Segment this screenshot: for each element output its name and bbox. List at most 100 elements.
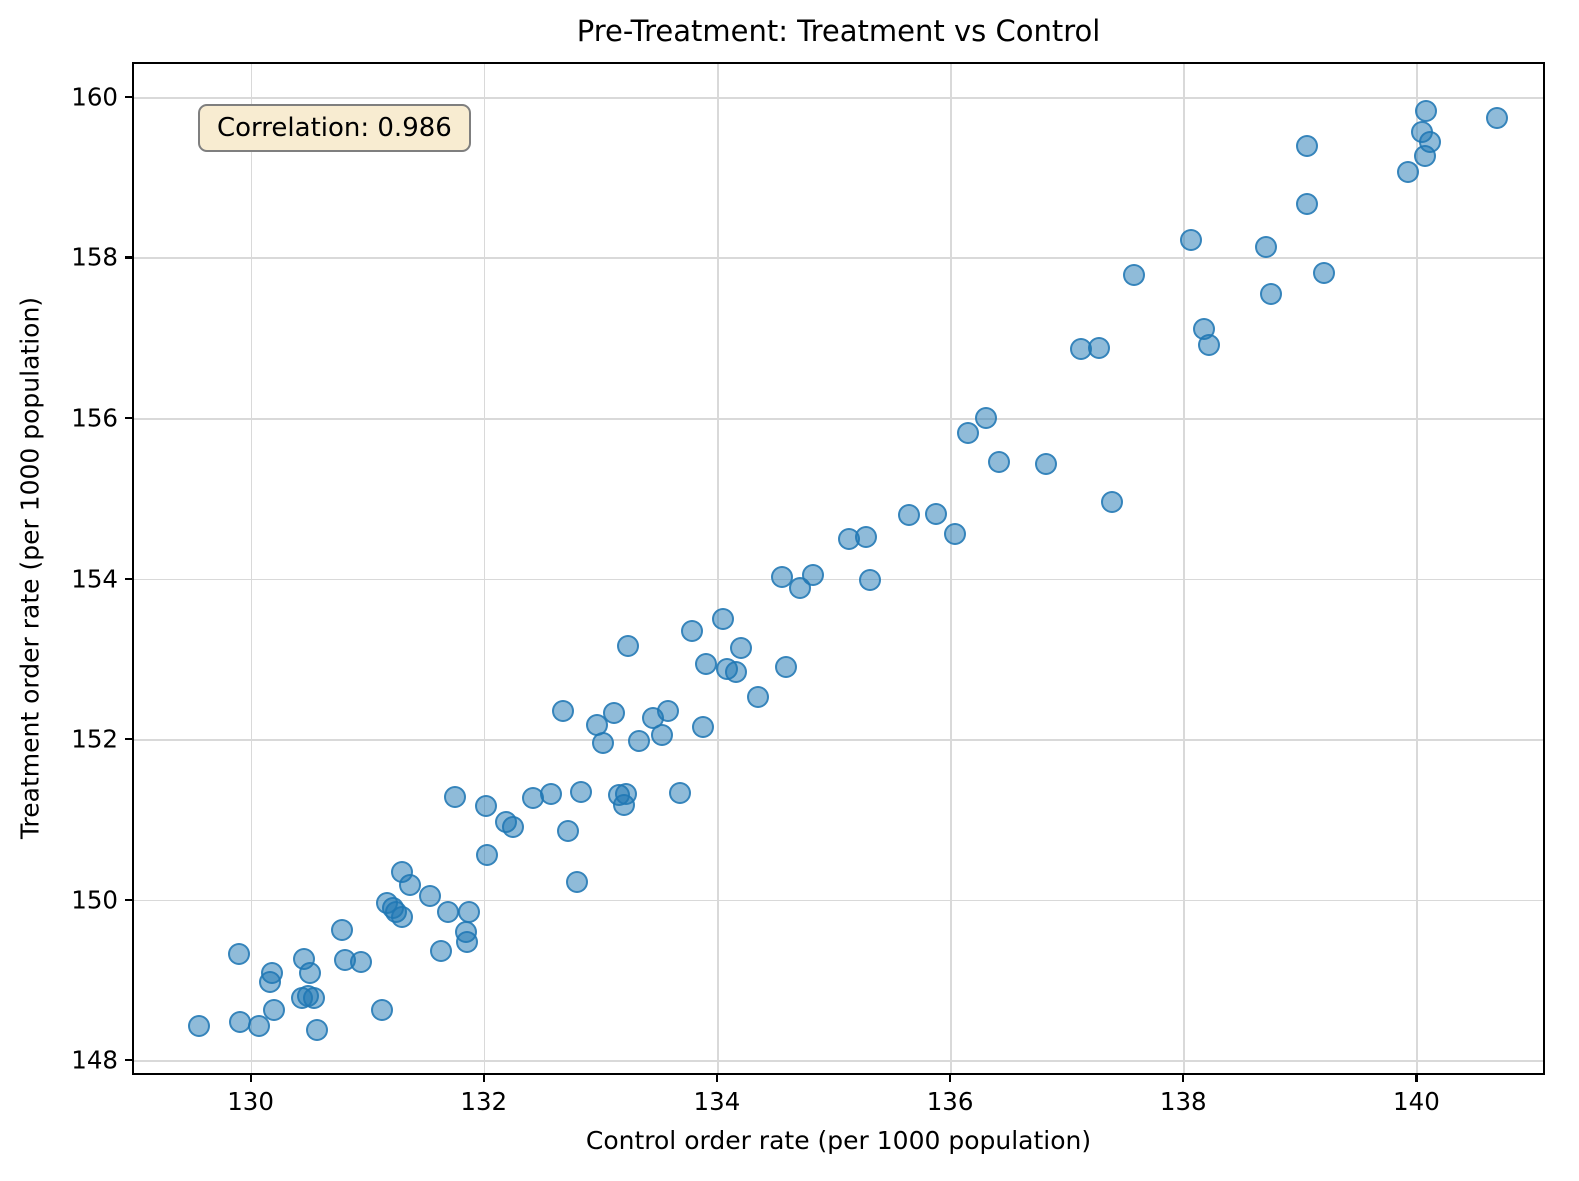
x-tick-label: 138 [1159, 1087, 1207, 1116]
x-tick-label: 130 [227, 1087, 274, 1116]
y-gridline [134, 417, 1543, 420]
data-point [1197, 333, 1220, 356]
data-point [540, 782, 563, 805]
data-point [956, 422, 979, 445]
data-point [188, 1015, 211, 1038]
y-tick-mark [125, 95, 134, 99]
data-point [306, 1018, 329, 1041]
correlation-annotation: Correlation: 0.986 [198, 104, 471, 152]
x-axis-label: Control order rate (per 1000 population) [585, 1126, 1092, 1155]
y-tick-label: 150 [71, 885, 118, 915]
data-point [691, 716, 714, 739]
data-point [419, 884, 442, 907]
y-tick-label: 158 [71, 242, 118, 272]
data-point [1414, 99, 1437, 122]
data-point [612, 793, 635, 816]
data-point [1255, 236, 1278, 258]
y-tick-mark [125, 416, 134, 420]
y-tick-mark [125, 577, 134, 580]
data-point [371, 999, 394, 1022]
x-tick-mark [482, 1073, 485, 1082]
data-point [1295, 134, 1318, 157]
data-point [695, 652, 718, 675]
y-gridline [134, 1060, 1543, 1062]
data-point [1295, 193, 1318, 216]
data-point [552, 699, 575, 722]
data-point [1397, 160, 1420, 183]
data-point [566, 870, 589, 893]
y-tick-label: 154 [71, 564, 118, 594]
chart-title: Pre-Treatment: Treatment vs Control [576, 14, 1101, 48]
data-point [591, 732, 614, 755]
data-point [651, 724, 674, 747]
data-point [943, 523, 966, 546]
data-point [855, 525, 878, 548]
data-point [1413, 145, 1436, 168]
y-tick-label: 148 [71, 1045, 118, 1075]
data-point [681, 619, 704, 642]
y-tick-mark [125, 738, 134, 741]
data-point [330, 919, 353, 942]
y-tick-label: 152 [71, 724, 118, 754]
data-point [569, 781, 592, 804]
x-tick-label: 134 [693, 1087, 741, 1116]
data-point [436, 900, 459, 923]
x-tick-mark [249, 1073, 252, 1082]
data-point [627, 729, 650, 752]
data-point [988, 451, 1011, 474]
data-point [456, 931, 479, 954]
y-tick-label: 156 [71, 403, 118, 433]
data-point [771, 565, 794, 588]
x-gridline [1416, 64, 1419, 1073]
data-point [774, 655, 797, 678]
y-gridline [134, 739, 1543, 741]
x-tick-label: 132 [460, 1087, 508, 1116]
data-point [1123, 264, 1146, 287]
data-point [262, 999, 285, 1022]
data-point [556, 820, 579, 843]
data-point [391, 860, 414, 883]
data-point [457, 900, 480, 923]
data-point [429, 939, 452, 962]
data-point [259, 971, 282, 994]
data-point [858, 569, 881, 592]
data-point [1101, 491, 1124, 514]
y-gridline [134, 578, 1543, 581]
data-point [227, 943, 250, 966]
x-tick-mark [1415, 1073, 1418, 1082]
data-point [1313, 261, 1336, 284]
y-tick-mark [125, 256, 134, 259]
data-point [711, 607, 734, 630]
data-point [247, 1015, 270, 1038]
data-point [724, 661, 747, 684]
plot-area: Correlation: 0.986 130 132 134 136 138 140 148… [71, 62, 1545, 1116]
x-gridline [483, 64, 486, 1073]
data-point [501, 816, 524, 839]
x-tick-label: 140 [1393, 1087, 1440, 1116]
data-point [1485, 106, 1508, 129]
x-tick-mark [949, 1073, 952, 1082]
data-point [746, 686, 769, 709]
y-tick-mark [125, 1059, 134, 1062]
data-point [801, 564, 824, 587]
x-gridline [1183, 64, 1185, 1073]
data-point [1088, 337, 1111, 360]
data-point [617, 634, 640, 657]
x-tick-mark [1182, 1073, 1185, 1082]
y-tick-label: 160 [71, 82, 118, 112]
data-point [391, 906, 414, 929]
data-point [730, 636, 753, 659]
data-point [302, 986, 325, 1009]
data-point [1259, 283, 1282, 306]
data-point [475, 795, 498, 818]
y-tick-mark [125, 898, 134, 901]
y-gridline [134, 96, 1543, 99]
x-tick-mark [715, 1073, 719, 1082]
x-gridline [250, 64, 253, 1073]
y-gridline [134, 257, 1543, 260]
x-gridline [950, 64, 952, 1073]
data-point [476, 843, 499, 866]
data-point [350, 951, 373, 974]
data-point [299, 961, 322, 984]
data-point [975, 406, 998, 429]
